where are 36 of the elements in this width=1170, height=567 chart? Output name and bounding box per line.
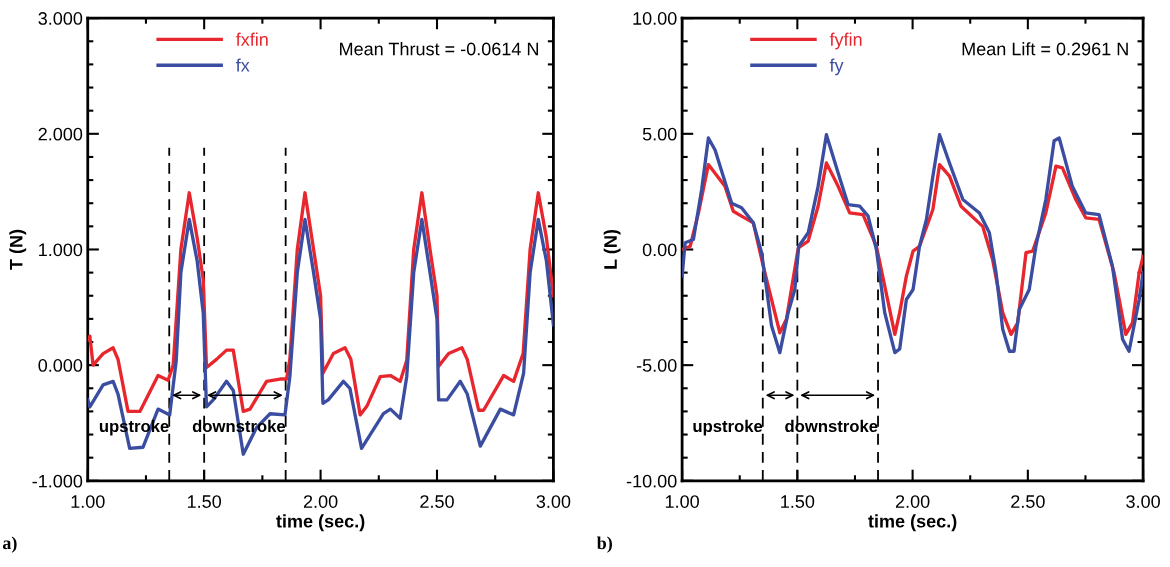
x-axis-title: time (sec.) xyxy=(868,514,957,532)
annotation: upstroke xyxy=(693,419,763,436)
y-tick-label: -5.00 xyxy=(636,359,677,372)
y-tick-label: -1.000 xyxy=(32,474,83,488)
y-tick-label: 0.00 xyxy=(642,243,677,257)
y-tick-label: 5.00 xyxy=(642,127,677,141)
x-tick-label: 2.00 xyxy=(895,495,930,508)
y-tick-label: 1.000 xyxy=(39,243,83,257)
x-tick-label: 2.00 xyxy=(303,495,338,508)
x-tick-label: 1.50 xyxy=(187,495,222,508)
x-tick-label: 3.00 xyxy=(536,495,571,508)
x-tick-label: 3.00 xyxy=(1126,495,1160,508)
annotation: Mean Thrust = -0.0614 N xyxy=(340,42,538,56)
y-tick-label: 3.000 xyxy=(38,12,83,25)
line-series xyxy=(682,133,1144,355)
x-tick-label: 2.50 xyxy=(1011,495,1045,508)
legend-label: fy xyxy=(829,58,844,76)
legend-label: fxfin xyxy=(235,32,268,46)
y-tick-label: 10.00 xyxy=(633,12,677,25)
x-axis-title: time (sec.) xyxy=(276,514,365,532)
y-tick-label: -10.00 xyxy=(626,474,677,488)
y-tick-label: 0.000 xyxy=(38,359,83,372)
annotation: Mean Lift = 0.2961 N xyxy=(962,42,1128,56)
x-tick-label: 2.50 xyxy=(420,495,454,508)
annotation: downstroke xyxy=(785,419,878,433)
text: a) xyxy=(2,536,17,553)
text: b) xyxy=(596,536,612,553)
x-tick-label: 1.00 xyxy=(71,495,105,508)
line-series xyxy=(87,217,554,456)
y-tick-label: 2.000 xyxy=(38,127,83,141)
y-axis-title: L (N) xyxy=(603,229,621,269)
x-tick-label: 1.00 xyxy=(665,495,699,508)
y-axis-title: T (N) xyxy=(9,229,27,270)
legend-label: fx xyxy=(235,58,250,72)
x-tick-label: 1.50 xyxy=(781,495,815,508)
legend-label: fyfin xyxy=(829,32,862,50)
